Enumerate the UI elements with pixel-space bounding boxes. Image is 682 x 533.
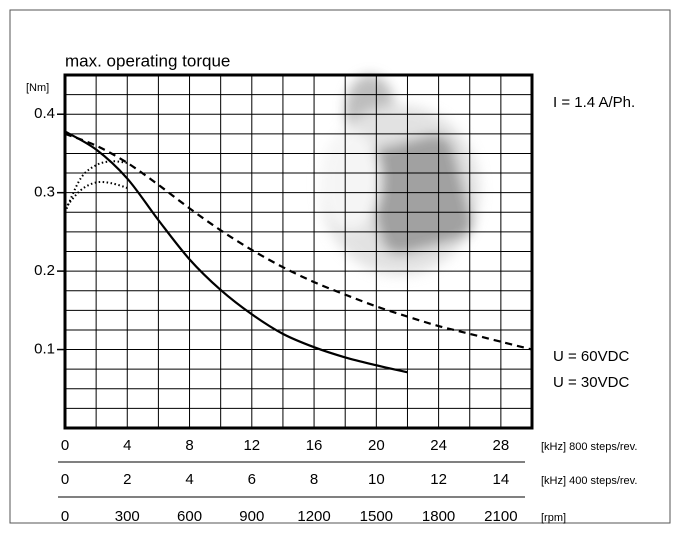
x-tick-label: 0 [61, 508, 69, 525]
annotation: I = 1.4 A/Ph. [553, 94, 635, 111]
x-tick-label: 14 [493, 471, 510, 488]
x-tick-label: 12 [430, 471, 447, 488]
series-line [64, 130, 408, 374]
frame [9, 9, 671, 524]
x-tick-label: 6 [248, 471, 256, 488]
x-axis-label: [rpm] [541, 512, 566, 524]
x-tick-label: 8 [310, 471, 318, 488]
x-tick-label: 0 [61, 471, 69, 488]
x-tick-label: 20 [368, 437, 385, 454]
y-tick-label: 0.1 [34, 341, 55, 358]
x-tick-label: 2100 [484, 508, 517, 525]
plot-frame [63, 73, 534, 430]
series-line [64, 132, 533, 351]
x-tick-label: 1500 [360, 508, 393, 525]
x-tick-label: 900 [239, 508, 264, 525]
x-tick-label: 16 [306, 437, 323, 454]
x-tick-label: 2 [123, 471, 131, 488]
legend-label: U = 30VDC [553, 374, 629, 391]
x-tick-label: 24 [430, 437, 447, 454]
motor-image [320, 75, 480, 275]
x-axis-label: [kHz] 800 steps/rev. [541, 441, 637, 453]
x-tick-label: 1200 [297, 508, 330, 525]
x-tick-label: 12 [243, 437, 260, 454]
x-tick-label: 600 [177, 508, 202, 525]
y-axis-label: [Nm] [26, 82, 49, 94]
x-tick-label: 4 [123, 437, 131, 454]
x-tick-label: 300 [115, 508, 140, 525]
y-tick-label: 0.4 [34, 105, 55, 122]
legend-label: U = 60VDC [553, 348, 629, 365]
x-tick-label: 4 [185, 471, 193, 488]
y-tick-label: 0.3 [34, 184, 55, 201]
x-tick-label: 1800 [422, 508, 455, 525]
x-tick-label: 28 [493, 437, 510, 454]
series-line [64, 180, 128, 210]
x-tick-label: 10 [368, 471, 385, 488]
y-tick-label: 0.2 [34, 262, 55, 279]
x-tick-label: 0 [61, 437, 69, 454]
chart-title: max. operating torque [65, 51, 230, 70]
x-tick-label: 8 [185, 437, 193, 454]
x-axis-label: [kHz] 400 steps/rev. [541, 475, 637, 487]
